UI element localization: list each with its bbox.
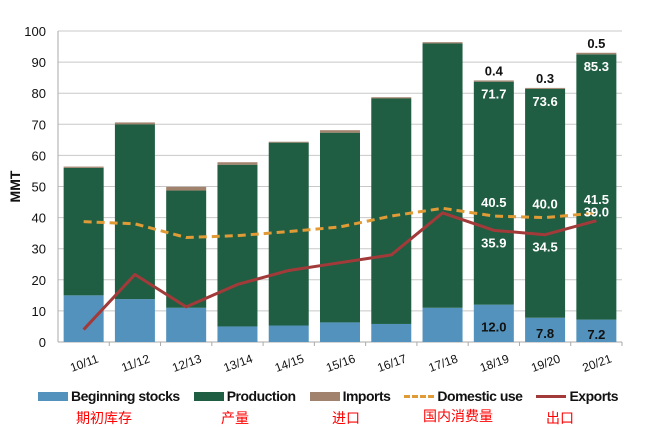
bar-imports — [166, 186, 207, 191]
x-tick-label: 18/19 — [478, 351, 511, 375]
legend-swatch — [536, 394, 567, 398]
bar-production — [473, 81, 514, 305]
bar-production — [576, 54, 617, 320]
line-domestic-use — [83, 206, 597, 240]
y-tick-label: 90 — [32, 55, 46, 70]
data-label-domestic-use: 40.0 — [532, 197, 557, 212]
data-label-production: 71.7 — [481, 86, 506, 101]
legend-label: Beginning stocks — [71, 388, 180, 404]
legend-item-exports: Exports — [536, 388, 619, 404]
y-tick-label: 100 — [24, 24, 46, 39]
bar-imports — [525, 87, 566, 89]
x-tick-label: 12/13 — [170, 351, 203, 375]
legend-item-domestic: Domestic use — [404, 388, 523, 404]
data-label-domestic-use: 40.5 — [481, 195, 506, 210]
bar-production — [114, 124, 155, 300]
legend-swatch — [193, 391, 224, 401]
bar-imports — [473, 80, 514, 82]
y-tick-label: 50 — [32, 180, 46, 195]
x-tick-label: 19/20 — [529, 351, 562, 375]
bar-beginning-stocks — [473, 304, 514, 342]
bar-production — [371, 98, 412, 324]
x-tick-label: 16/17 — [375, 351, 408, 375]
y-tick-label: 40 — [32, 211, 46, 226]
legend-item-stocks: Beginning stocks — [38, 388, 180, 404]
x-tick-label: 17/18 — [427, 351, 460, 375]
y-tick-label: 70 — [32, 117, 46, 132]
bar-beginning-stocks — [371, 323, 412, 342]
legend-cn-production: 产量 — [221, 410, 249, 426]
data-label-imports: 0.3 — [536, 71, 554, 86]
bar-beginning-stocks — [576, 319, 617, 342]
data-label-exports: 39.0 — [584, 205, 609, 220]
bar-beginning-stocks — [217, 326, 258, 342]
data-label-imports: 0.4 — [485, 63, 504, 78]
legend-item-production: Production — [193, 388, 296, 404]
bar-beginning-stocks — [320, 322, 360, 342]
y-axis-title: MMT — [7, 170, 23, 202]
bar-beginning-stocks — [268, 325, 309, 342]
bar-imports — [114, 122, 155, 125]
legend-cn-domestic: 国内消费量 — [423, 408, 493, 424]
bar-imports — [371, 97, 412, 99]
legend-cn-exports: 出口 — [546, 410, 574, 426]
data-label-exports: 35.9 — [481, 235, 506, 250]
bar-imports — [320, 130, 360, 133]
bar-production — [320, 132, 360, 323]
legend-label: Domestic use — [437, 388, 523, 404]
legend-item-imports: Imports — [309, 388, 391, 404]
y-tick-label: 0 — [39, 335, 46, 350]
legend-swatch — [309, 391, 340, 401]
data-label-stocks: 12.0 — [481, 319, 506, 334]
x-tick-label: 14/15 — [273, 351, 306, 375]
legend-label: Production — [226, 388, 296, 404]
bar-imports — [576, 52, 617, 55]
x-tick-label: 15/16 — [324, 351, 357, 375]
y-tick-label: 80 — [32, 86, 46, 101]
bar-production — [217, 164, 258, 327]
x-tick-label: 11/12 — [119, 352, 151, 375]
data-label-production: 85.3 — [584, 59, 609, 74]
x-tick-label: 10/11 — [68, 352, 100, 375]
y-tick-label: 30 — [32, 242, 46, 257]
data-label-stocks: 7.8 — [536, 326, 554, 341]
legend-label: Imports — [342, 388, 391, 404]
legend: Beginning stocks Production Imports Dome… — [38, 388, 632, 404]
bar-beginning-stocks — [63, 295, 104, 342]
bar-production — [268, 142, 309, 326]
line-exports — [82, 211, 597, 331]
legend-cn-imports: 进口 — [332, 410, 360, 426]
bar-production — [166, 190, 207, 308]
bar-beginning-stocks — [422, 307, 463, 342]
legend-label: Exports — [569, 388, 619, 404]
y-tick-label: 10 — [32, 304, 46, 319]
data-label-imports: 0.5 — [587, 36, 605, 51]
legend-cn-stocks: 期初库存 — [76, 410, 132, 426]
legend-swatch — [404, 394, 435, 398]
x-tick-label: 20/21 — [580, 351, 613, 375]
x-tick-label: 13/14 — [222, 351, 255, 375]
legend-swatch — [38, 391, 68, 401]
data-label-domestic-use: 41.5 — [584, 192, 609, 207]
data-label-stocks: 7.2 — [587, 327, 605, 342]
bar-imports — [422, 42, 463, 44]
bar-beginning-stocks — [114, 299, 155, 342]
bar-imports — [217, 162, 258, 165]
bar-production — [525, 88, 566, 318]
data-label-production: 73.6 — [532, 94, 557, 109]
y-tick-label: 20 — [32, 273, 46, 288]
bar-production — [63, 167, 104, 296]
y-tick-label: 60 — [32, 148, 46, 163]
bar-imports — [63, 166, 104, 168]
bar-imports — [268, 141, 309, 143]
bar-beginning-stocks — [166, 307, 207, 342]
bar-production — [422, 43, 463, 308]
bar-beginning-stocks — [525, 317, 566, 342]
data-label-exports: 34.5 — [532, 240, 557, 255]
